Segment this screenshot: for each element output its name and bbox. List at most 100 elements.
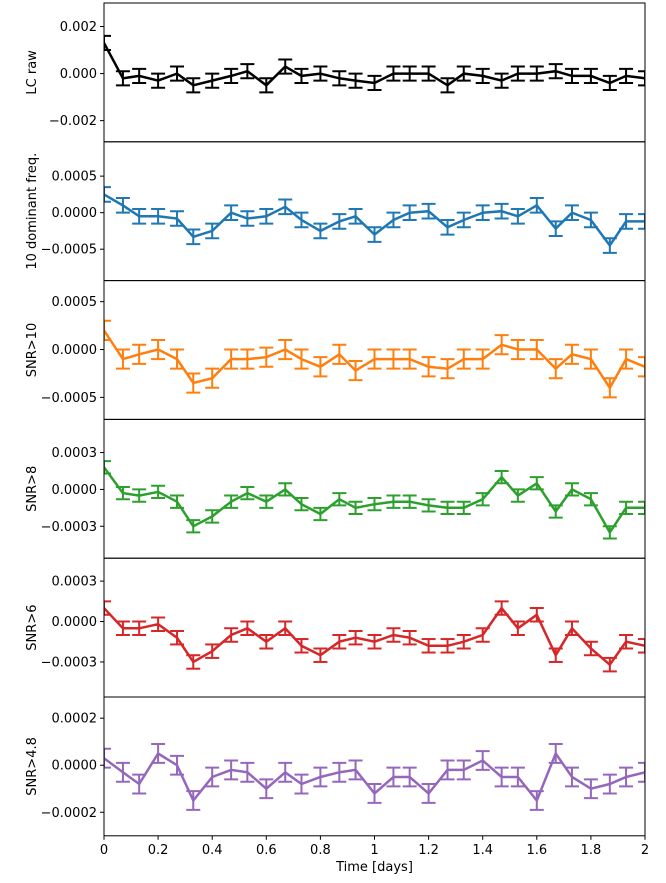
- y-tick-label: 0.0005: [52, 295, 98, 310]
- error-bar: [619, 348, 634, 370]
- x-tick-label: 2: [641, 843, 649, 858]
- error-bar: [619, 634, 634, 650]
- error-bar: [602, 237, 617, 254]
- panel: −0.0005 0.0000 0.0005 SNR>10: [25, 280, 646, 420]
- error-bar: [440, 218, 455, 236]
- error-bar: [529, 476, 544, 491]
- error-bar: [564, 482, 579, 497]
- error-bar: [151, 484, 166, 500]
- plot-area: [104, 743, 645, 811]
- error-bar: [170, 754, 185, 776]
- y-tick-label: −0.0005: [41, 243, 97, 258]
- error-bar: [510, 620, 525, 637]
- y-tick-label: 0.000: [60, 67, 97, 82]
- error-bar: [259, 634, 274, 650]
- error-bar: [240, 348, 255, 370]
- y-tick-label: 0.0003: [52, 575, 98, 590]
- error-bar: [402, 204, 417, 221]
- error-bar: [619, 766, 634, 788]
- error-bar: [348, 500, 363, 515]
- error-bar: [440, 358, 455, 380]
- error-bar: [602, 656, 617, 673]
- error-bar: [104, 747, 111, 769]
- error-bar: [510, 208, 525, 225]
- error-bar: [529, 197, 544, 214]
- error-bar: [240, 485, 255, 501]
- panel: −0.0003 0.0000 0.0003 SNR>8: [25, 418, 646, 559]
- error-bar: [332, 213, 347, 230]
- error-bar: [638, 213, 645, 230]
- panel: −0.0003 0.0000 0.0003 SNR>6: [25, 557, 646, 698]
- error-bar: [510, 488, 525, 503]
- error-bar: [170, 348, 185, 370]
- error-bar: [332, 70, 347, 87]
- x-tick-label: 1.6: [526, 843, 547, 858]
- error-bar: [421, 638, 436, 654]
- y-tick-label: 0.0000: [52, 343, 98, 358]
- error-bar: [529, 65, 544, 82]
- error-bar: [259, 778, 274, 800]
- error-bar: [386, 65, 401, 82]
- plot-area: [104, 34, 645, 94]
- y-tick-label: −0.0002: [41, 806, 97, 821]
- error-bar: [475, 67, 490, 84]
- y-tick-label: 0.002: [60, 20, 97, 35]
- error-bar: [240, 63, 255, 80]
- error-bar: [548, 220, 563, 238]
- error-bar: [440, 638, 455, 654]
- error-bar: [278, 198, 293, 216]
- error-bar: [278, 58, 293, 75]
- error-bar: [367, 74, 382, 92]
- error-bar: [583, 492, 598, 507]
- error-bar: [475, 627, 490, 643]
- error-bar: [259, 346, 274, 368]
- error-bar: [494, 334, 509, 356]
- error-bar: [529, 607, 544, 623]
- error-bar: [170, 65, 185, 82]
- error-bar: [475, 348, 490, 370]
- error-bar: [313, 766, 328, 788]
- error-bar: [278, 761, 293, 783]
- error-bar: [402, 629, 417, 646]
- error-bar: [332, 492, 347, 507]
- y-axis-label: LC raw: [25, 50, 40, 95]
- error-bar: [104, 600, 111, 616]
- error-bar: [104, 186, 111, 203]
- error-bar: [151, 338, 166, 361]
- error-bar: [348, 759, 363, 781]
- error-bar: [583, 67, 598, 84]
- y-axis-label: 10 dominant freq.: [25, 153, 40, 270]
- x-tick-label: 0.2: [148, 843, 169, 858]
- error-bar: [548, 63, 563, 80]
- error-bar: [619, 67, 634, 84]
- error-bar: [456, 759, 471, 781]
- y-tick-label: 0.0000: [52, 615, 98, 630]
- error-bar: [421, 498, 436, 513]
- error-bar: [367, 348, 382, 370]
- error-bar: [170, 629, 185, 646]
- error-bar: [348, 72, 363, 89]
- y-tick-label: −0.002: [49, 114, 97, 129]
- error-bar: [564, 204, 579, 221]
- error-bar: [510, 338, 525, 361]
- error-bar: [132, 773, 147, 795]
- error-bar: [205, 222, 220, 240]
- error-bar: [367, 634, 382, 650]
- error-bar: [456, 348, 471, 370]
- error-bar: [115, 620, 130, 637]
- error-bar: [440, 759, 455, 781]
- plot-area: [104, 460, 645, 540]
- error-bar: [132, 620, 147, 637]
- error-bar: [151, 72, 166, 89]
- error-bar: [494, 72, 509, 89]
- error-bar: [186, 519, 201, 534]
- error-bar: [104, 34, 111, 52]
- error-bar: [313, 65, 328, 82]
- error-bar: [456, 634, 471, 650]
- error-bar: [205, 367, 220, 389]
- error-bar: [602, 773, 617, 795]
- error-bar: [294, 497, 309, 512]
- y-tick-label: 0.0005: [52, 170, 98, 185]
- error-bar: [564, 766, 579, 788]
